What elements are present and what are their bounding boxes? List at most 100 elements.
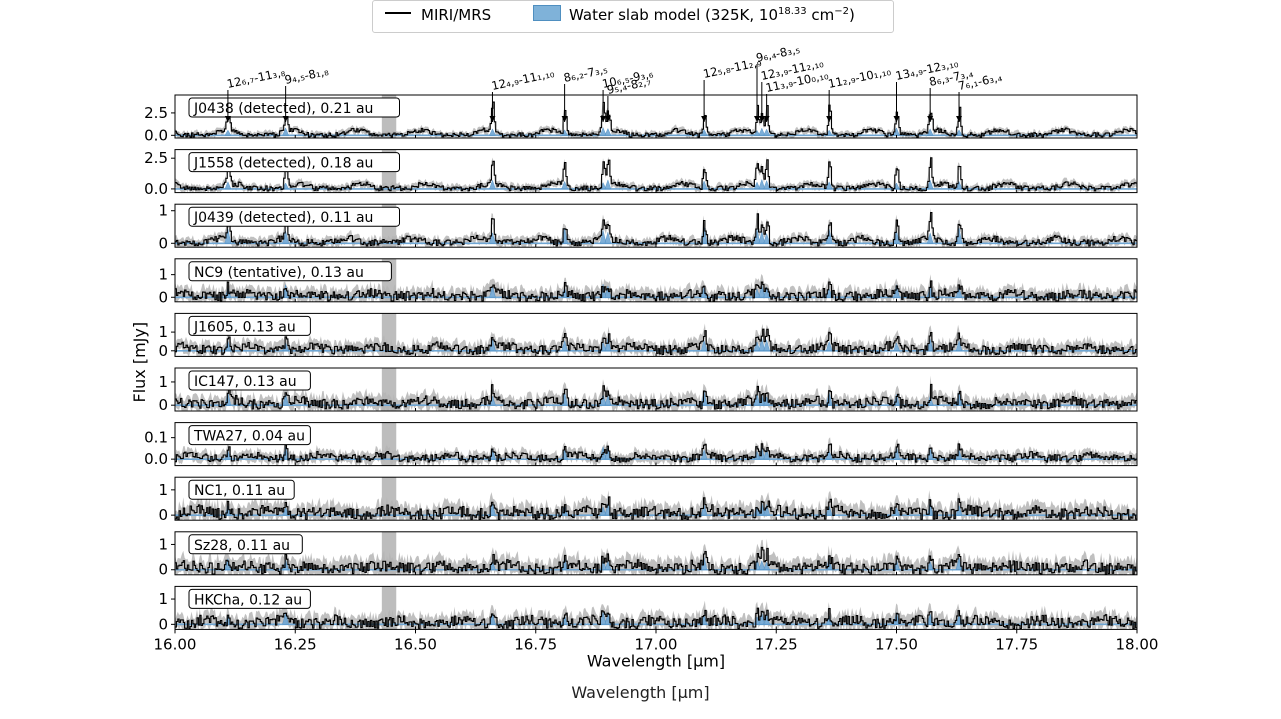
model-line xyxy=(758,559,766,570)
legend-slab-unit-exp: −2 xyxy=(834,6,850,17)
y-tick-label: 1 xyxy=(158,266,168,284)
model-line xyxy=(489,285,496,298)
annotation-arrowhead xyxy=(701,116,708,122)
panel-plot-area xyxy=(175,531,1137,575)
panel-label-text: J1558 (detected), 0.18 au xyxy=(193,156,373,172)
panel-label-box xyxy=(188,534,303,555)
error-band xyxy=(175,98,1137,138)
spectrum-line xyxy=(175,101,1137,138)
y-tick-label: 0.0 xyxy=(144,126,168,144)
legend-slab-unit: cm xyxy=(806,6,835,24)
spectrum-panel-3: 0 1 J0439 (detected), 0.11 au xyxy=(158,202,1138,252)
annotation-arrowhead xyxy=(561,116,568,122)
panel-plot-area xyxy=(175,586,1137,630)
model-line xyxy=(604,394,612,406)
panel-label: J0438 (detected), 0.21 au xyxy=(188,97,400,118)
x-tick-label: 17.75 xyxy=(995,635,1038,653)
spectrum-panel-7: 0.0 0.1 TWA27, 0.04 au xyxy=(144,422,1138,468)
model-line xyxy=(763,448,770,460)
panel-label-box xyxy=(188,370,311,391)
model-line xyxy=(825,181,833,190)
model-line xyxy=(489,560,496,570)
model-line xyxy=(282,612,289,625)
annotation-arrowhead xyxy=(758,116,765,122)
model-line xyxy=(926,179,934,190)
model-line xyxy=(955,228,963,244)
model-line xyxy=(926,231,934,244)
spectrum-line xyxy=(175,496,1137,521)
model-line xyxy=(758,178,766,190)
model-line xyxy=(753,288,761,298)
annotation-arrowhead xyxy=(956,116,963,122)
annotation-arrowhead xyxy=(927,116,934,122)
y-tick-label: 1 xyxy=(158,373,168,391)
panel-plot-area xyxy=(175,313,1137,357)
spectrum-line xyxy=(175,280,1137,302)
legend-miri-swatch xyxy=(385,12,411,14)
panel-label: TWA27, 0.04 au xyxy=(188,425,311,446)
model-line xyxy=(825,505,833,516)
panel-label-box xyxy=(188,97,400,118)
panel-label-box xyxy=(188,479,295,500)
legend-slab-close: ) xyxy=(849,6,855,24)
annotation-label: 12₆,₇-11₃,₈ xyxy=(226,65,287,91)
annotation-label: 11₂,₉-10₁,₁₀ xyxy=(827,64,893,91)
y-tick-label: 0 xyxy=(158,615,168,633)
spectrum-line xyxy=(175,328,1137,356)
model-line xyxy=(282,393,289,406)
panel-label-box xyxy=(188,261,392,282)
legend-slab-swatch xyxy=(533,5,561,21)
annotation-arrowhead xyxy=(224,116,231,122)
model-line xyxy=(561,339,568,352)
model-line xyxy=(758,338,766,352)
model-line xyxy=(700,504,708,516)
model-line xyxy=(758,285,766,298)
panel-label-box xyxy=(188,206,400,227)
y-tick-label: 2.5 xyxy=(144,104,168,122)
y-tick-label: 0 xyxy=(158,234,168,252)
y-tick-label: 1 xyxy=(158,202,168,220)
model-line xyxy=(604,127,612,136)
spectrum-line xyxy=(175,607,1137,630)
x-tick-label: 16.75 xyxy=(514,635,557,653)
panel-label: HKCha, 0.12 au xyxy=(188,588,311,609)
spectrum-panel-9: 0 1 Sz28, 0.11 au xyxy=(158,531,1138,579)
legend-slab-text: Water slab model (325K, 10 xyxy=(569,6,778,24)
model-line xyxy=(955,287,963,298)
model-line xyxy=(926,128,934,136)
model-line xyxy=(224,181,232,190)
legend-slab-label: Water slab model (325K, 1018.33 cm−2) xyxy=(569,6,855,24)
x-axis-label: Wavelength [μm] xyxy=(587,651,725,670)
panel-label: J1605, 0.13 au xyxy=(188,315,311,336)
panel-label-text: TWA27, 0.04 au xyxy=(193,429,305,445)
legend: MIRI/MRS Water slab model (325K, 1018.33… xyxy=(372,0,894,33)
model-line xyxy=(955,129,963,136)
model-line xyxy=(763,232,770,244)
model-line xyxy=(489,179,496,190)
annotation-arrowhead xyxy=(754,116,761,122)
annotation-label: 12₄,₉-11₁,₁₀ xyxy=(490,66,556,93)
model-line xyxy=(489,613,496,625)
error-band xyxy=(175,323,1137,357)
line-annotation: 8₆,₃-7₃,₄ xyxy=(927,66,975,122)
x-tick-label: 16.00 xyxy=(154,635,197,653)
y-tick-label: 1 xyxy=(158,590,168,608)
y-tick-label: 0 xyxy=(158,396,168,414)
y-tick-label: 0.0 xyxy=(144,450,168,468)
x-tick-label: 16.25 xyxy=(274,635,317,653)
model-line xyxy=(763,179,770,190)
panel-label-box xyxy=(188,315,311,336)
model-line xyxy=(604,231,612,244)
model-line xyxy=(753,130,761,136)
panel-plot-area xyxy=(175,204,1137,248)
annotation-arrowhead xyxy=(893,116,900,122)
annotation-arrowhead xyxy=(282,116,289,122)
line-annotation: 13₄,₉-12₃,₁₀ xyxy=(893,56,960,122)
panel-label: NC9 (tentative), 0.13 au xyxy=(188,261,392,282)
spectrum-panel-2: 0.0 2.5 J1558 (detected), 0.18 au xyxy=(144,149,1138,198)
spectrum-panel-1: 0.0 2.5 J0438 (detected), 0.21 au xyxy=(144,94,1138,144)
spectrum-panel-6: 0 1 IC147, 0.13 au xyxy=(158,367,1138,414)
line-annotation: 7₆,₁-6₃,₄ xyxy=(956,70,1004,122)
annotation-arrowhead xyxy=(763,116,770,122)
annotation-arrowhead xyxy=(489,116,496,122)
